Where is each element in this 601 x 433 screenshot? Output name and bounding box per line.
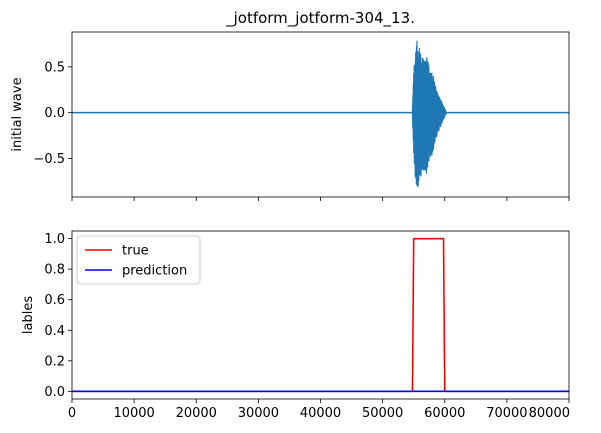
legend-label-prediction: prediction — [122, 264, 187, 279]
bottom-x-tick-label: 40000 — [300, 406, 341, 421]
label-series — [72, 237, 569, 393]
top-y-tick-label: 0.0 — [44, 106, 65, 121]
bottom-y-tick-label: 0.4 — [44, 324, 65, 339]
bottom-y-tick-label: 0.2 — [44, 354, 65, 369]
bottom-x-tick-label: 30000 — [238, 406, 279, 421]
bottom-x-tick-label: 20000 — [176, 406, 217, 421]
bottom-x-tick-label: 50000 — [362, 406, 403, 421]
bottom-x-tick-label: 80000 — [529, 406, 570, 421]
bottom-y-tick-label: 0.0 — [44, 385, 65, 400]
top-y-tick-label: 0.5 — [44, 60, 65, 75]
top-wave-panel: _jotform_jotform-304_13. −0.5 0.0 0.5 init… — [10, 9, 570, 201]
legend: true prediction — [76, 235, 201, 285]
top-y-ticks: −0.5 0.0 0.5 — [33, 60, 72, 167]
bottom-y-axis-label: lables — [21, 296, 36, 334]
bottom-x-tick-label: 60000 — [424, 406, 465, 421]
bottom-x-tick-label: 10000 — [113, 406, 154, 421]
bottom-y-tick-label: 0.8 — [44, 263, 65, 278]
bottom-y-tick-label: 1.0 — [44, 232, 65, 247]
wave-series — [72, 40, 569, 187]
bottom-x-tick-label: 0 — [68, 406, 76, 421]
top-axes-frame — [71, 31, 570, 198]
top-y-axis-label: initial wave — [10, 77, 25, 151]
bottom-labels-panel: 0.0 0.2 0.4 0.6 0.8 1.0 0 10000 20000 30000 40000… — [21, 230, 570, 421]
top-x-ticks — [71, 197, 570, 201]
bottom-y-ticks: 0.0 0.2 0.4 0.6 0.8 1.0 — [44, 232, 72, 400]
legend-label-true: true — [122, 244, 149, 259]
bottom-x-tick-label: 70000 — [486, 406, 527, 421]
top-y-tick-label: −0.5 — [33, 152, 65, 167]
wave-burst — [411, 40, 447, 187]
bottom-y-tick-label: 0.6 — [44, 293, 65, 308]
legend-box — [76, 235, 201, 285]
bottom-x-ticks: 0 10000 20000 30000 40000 50000 60000 70000 8000… — [68, 399, 570, 421]
chart-title: _jotform_jotform-304_13. — [225, 9, 415, 28]
